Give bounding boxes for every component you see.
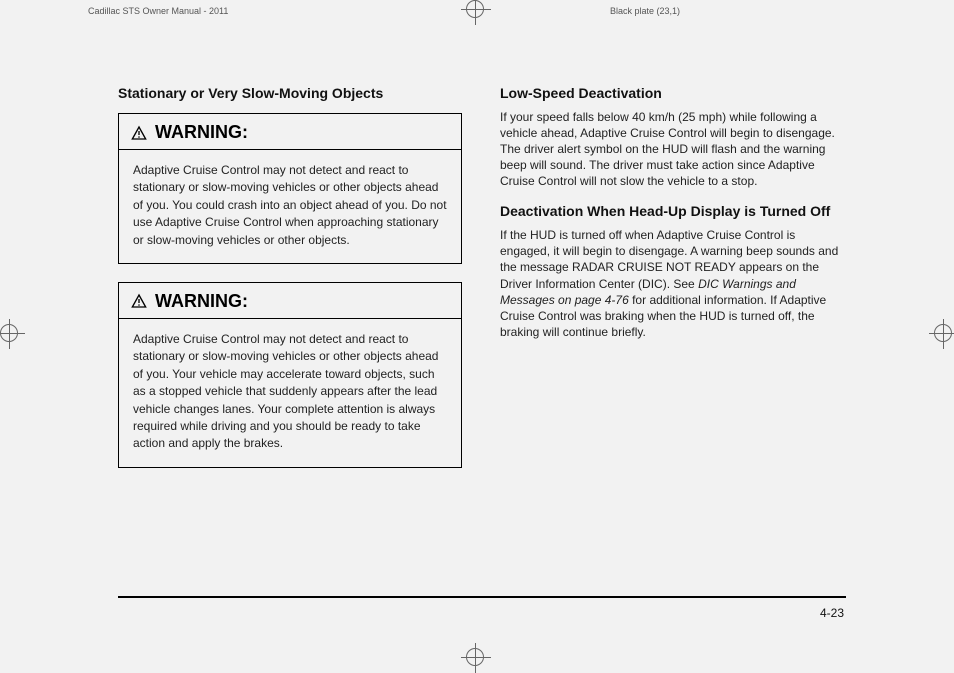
right-column: Low-Speed Deactivation If your speed fal… [500, 85, 844, 350]
right-body-1: If your speed falls below 40 km/h (25 mp… [500, 109, 844, 190]
warning-title-2: WARNING: [119, 283, 461, 319]
left-heading: Stationary or Very Slow-Moving Objects [118, 85, 462, 101]
manual-page: Cadillac STS Owner Manual - 2011 Black p… [0, 0, 954, 668]
page-number: 4-23 [820, 606, 844, 620]
warning-title-1-text: WARNING: [155, 122, 248, 143]
warning-triangle-icon [131, 293, 147, 309]
right-body-2: If the HUD is turned off when Adaptive C… [500, 227, 844, 340]
warning-body-1: Adaptive Cruise Control may not detect a… [119, 150, 461, 263]
registration-mark-top-icon [461, 0, 491, 25]
warning-title-2-text: WARNING: [155, 291, 248, 312]
warning-triangle-icon [131, 125, 147, 141]
registration-mark-bottom-icon [461, 643, 491, 673]
registration-mark-left-icon [0, 319, 25, 349]
left-column: Stationary or Very Slow-Moving Objects W… [118, 85, 462, 486]
header-right: Black plate (23,1) [610, 6, 680, 16]
registration-mark-right-icon [929, 319, 954, 349]
warning-title-1: WARNING: [119, 114, 461, 150]
header-left: Cadillac STS Owner Manual - 2011 [88, 6, 228, 16]
warning-body-2: Adaptive Cruise Control may not detect a… [119, 319, 461, 467]
bottom-rule [118, 596, 846, 598]
right-heading-1: Low-Speed Deactivation [500, 85, 844, 103]
right-body-1-pre: If your speed falls below 40 km/h (25 mp… [500, 110, 835, 189]
right-heading-2: Deactivation When Head-Up Display is Tur… [500, 203, 844, 221]
warning-box-1: WARNING: Adaptive Cruise Control may not… [118, 113, 462, 264]
warning-box-2: WARNING: Adaptive Cruise Control may not… [118, 282, 462, 468]
